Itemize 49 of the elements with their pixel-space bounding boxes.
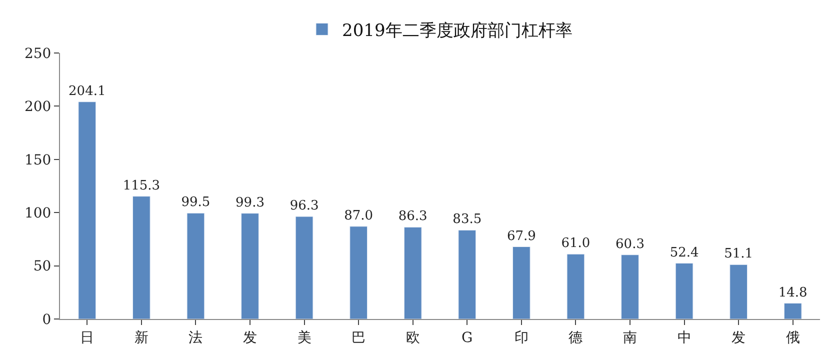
x-tick-label: 发 (243, 330, 257, 346)
bar (78, 102, 96, 319)
y-tick-label: 100 (24, 206, 52, 222)
x-tick-label: 发 (732, 330, 746, 346)
text: 99.5 (181, 195, 210, 210)
x-tick-label: 法 (188, 330, 203, 346)
bar (730, 264, 748, 319)
text: 67.9 (506, 228, 536, 244)
x-tick-label: 美 (297, 330, 312, 346)
x-tick-label: 德 (568, 330, 583, 346)
bar (621, 254, 639, 319)
y-tick-label: 150 (24, 152, 52, 168)
legend-label: 2019年二季度政府部门杠杆率 (342, 20, 572, 41)
bar (566, 254, 585, 319)
bar (458, 230, 476, 319)
x-tick-label: 新 (134, 330, 148, 346)
x-tick-label: 欧 (406, 330, 420, 346)
x-tick-label: 印 (514, 330, 528, 346)
bar (404, 226, 422, 319)
text: 204.1 (68, 84, 106, 99)
bar (132, 196, 150, 319)
bar (186, 212, 205, 319)
x-tick-label: 俄 (786, 330, 800, 346)
bar (350, 226, 368, 319)
bar (295, 216, 314, 319)
bar (512, 246, 530, 319)
y-tick-label: 50 (33, 258, 52, 275)
text: 60.3 (616, 236, 644, 252)
text: 87.0 (344, 208, 374, 224)
bar (784, 303, 802, 319)
bar (675, 263, 694, 319)
x-tick-label: 中 (677, 330, 692, 346)
text: 115.3 (122, 178, 160, 194)
text: 61.0 (561, 236, 590, 252)
text: 52.4 (670, 245, 699, 260)
text: 83.5 (452, 212, 482, 228)
text: 51.1 (724, 246, 754, 262)
y-tick-label: 200 (24, 99, 52, 116)
x-tick-label: 日 (80, 330, 94, 346)
bar (241, 213, 259, 319)
x-tick-label: 南 (623, 330, 637, 346)
text: 14.8 (778, 285, 808, 300)
x-tick-label: G (462, 330, 473, 346)
x-tick-label: 巴 (352, 330, 366, 346)
text: 99.3 (236, 195, 264, 210)
y-tick-label: 0 (42, 312, 52, 328)
text: 86.3 (398, 209, 428, 224)
text: 96.3 (290, 198, 319, 214)
y-tick-label: 250 (24, 46, 52, 62)
